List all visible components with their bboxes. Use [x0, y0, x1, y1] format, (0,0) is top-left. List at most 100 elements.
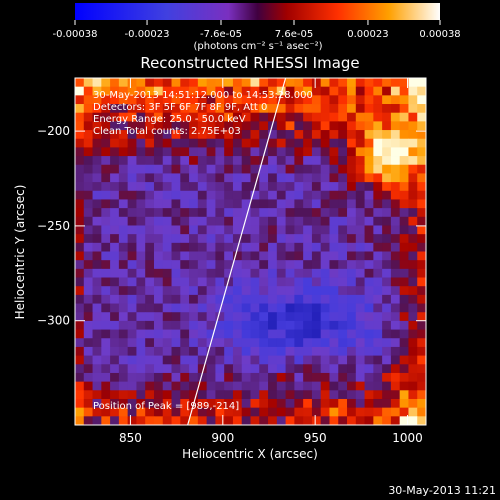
heatmap-cell — [303, 355, 313, 365]
heatmap-cell — [145, 286, 155, 296]
heatmap-cell — [399, 156, 409, 166]
heatmap-cell — [417, 104, 426, 114]
heatmap-cell — [338, 407, 348, 417]
heatmap-cell — [197, 130, 208, 140]
heatmap-cell — [285, 251, 295, 261]
heatmap-cell — [215, 398, 225, 409]
heatmap-cell — [153, 416, 164, 425]
heatmap-cell — [162, 346, 172, 357]
heatmap-cell — [241, 216, 251, 226]
heatmap-cell — [206, 251, 216, 261]
heatmap-cell — [338, 277, 348, 287]
heatmap-cell — [75, 182, 85, 192]
heatmap-cell — [399, 372, 409, 383]
heatmap-cell — [338, 173, 348, 183]
heatmap-cell — [197, 138, 208, 148]
heatmap-cell — [259, 286, 269, 296]
heatmap-cell — [241, 372, 251, 383]
heatmap-cell — [311, 199, 322, 209]
heatmap-cell — [127, 190, 137, 200]
heatmap-cell — [250, 86, 260, 96]
heatmap-cell — [110, 78, 120, 88]
heatmap-cell — [268, 182, 278, 192]
heatmap-cell — [92, 381, 102, 391]
heatmap-cell — [127, 294, 137, 304]
heatmap-cell — [92, 398, 102, 409]
heatmap-cell — [250, 372, 260, 383]
heatmap-cell — [206, 216, 216, 226]
heatmap-cell — [153, 112, 164, 122]
heatmap-cell — [224, 338, 234, 348]
heatmap-cell — [408, 234, 418, 244]
heatmap-cell — [294, 381, 304, 391]
heatmap-cell — [259, 251, 269, 261]
heatmap-cell — [189, 381, 199, 391]
heatmap-cell — [162, 112, 172, 122]
heatmap-cell — [294, 242, 304, 252]
heatmap-cell — [83, 286, 93, 296]
heatmap-cell — [259, 407, 269, 417]
heatmap-cell — [92, 234, 102, 244]
heatmap-cell — [110, 260, 120, 270]
heatmap-cell — [118, 286, 129, 296]
heatmap-cell — [329, 121, 339, 131]
heatmap-cell — [355, 346, 365, 357]
heatmap-cell — [83, 95, 93, 105]
heatmap-cell — [364, 355, 374, 365]
heatmap-cell — [101, 164, 111, 174]
heatmap-cell — [373, 260, 383, 270]
heatmap-cell — [399, 147, 409, 157]
heatmap-cell — [320, 130, 330, 140]
heatmap-cell — [75, 294, 85, 304]
heatmap-cell — [268, 416, 278, 425]
heatmap-cell — [285, 260, 295, 270]
heatmap-cell — [250, 173, 260, 183]
heatmap-cell — [373, 138, 383, 148]
heatmap-cell — [162, 104, 172, 114]
heatmap-cell — [110, 216, 120, 226]
heatmap-cell — [399, 398, 409, 409]
heatmap-cell — [75, 121, 85, 131]
heatmap-cell — [241, 121, 251, 131]
heatmap-cell — [417, 190, 426, 200]
heatmap-cell — [364, 251, 374, 261]
heatmap-cell — [259, 190, 269, 200]
heatmap-cell — [338, 164, 348, 174]
heatmap-cell — [399, 121, 409, 131]
heatmap-cell — [259, 112, 269, 122]
heatmap-cell — [311, 303, 322, 313]
colorbar-tick-label: -0.00023 — [125, 29, 170, 40]
heatmap-cell — [136, 381, 146, 391]
heatmap-cell — [206, 398, 216, 409]
heatmap-cell — [250, 355, 260, 365]
heatmap-cell — [101, 95, 111, 105]
heatmap-cell — [83, 199, 93, 209]
heatmap-cell — [110, 121, 120, 131]
heatmap-cell — [294, 416, 304, 425]
heatmap-cell — [311, 182, 322, 192]
heatmap-cell — [136, 208, 146, 218]
heatmap-cell — [364, 104, 374, 114]
heatmap-cell — [197, 216, 208, 226]
heatmap-cell — [268, 138, 278, 148]
heatmap-cell — [417, 355, 426, 365]
heatmap-cell — [285, 390, 295, 400]
heatmap-cell — [83, 390, 93, 400]
heatmap-cell — [276, 234, 287, 244]
heatmap-cell — [145, 95, 155, 105]
heatmap-cell — [197, 86, 208, 96]
heatmap-cell — [338, 138, 348, 148]
y-axis-label: Heliocentric Y (arcsec) — [13, 185, 27, 320]
heatmap-cell — [171, 416, 181, 425]
heatmap-cell — [399, 234, 409, 244]
heatmap-cell — [250, 112, 260, 122]
heatmap-cell — [153, 320, 164, 330]
heatmap-cell — [311, 286, 322, 296]
axis-ticks: 850 900 950 1000−200−250−300 — [37, 78, 426, 445]
heatmap-cell — [189, 329, 199, 339]
heatmap-cell — [294, 156, 304, 166]
heatmap-cell — [189, 173, 199, 183]
heatmap-cell — [162, 182, 172, 192]
heatmap-cell — [75, 147, 85, 157]
heatmap-cell — [224, 329, 234, 339]
